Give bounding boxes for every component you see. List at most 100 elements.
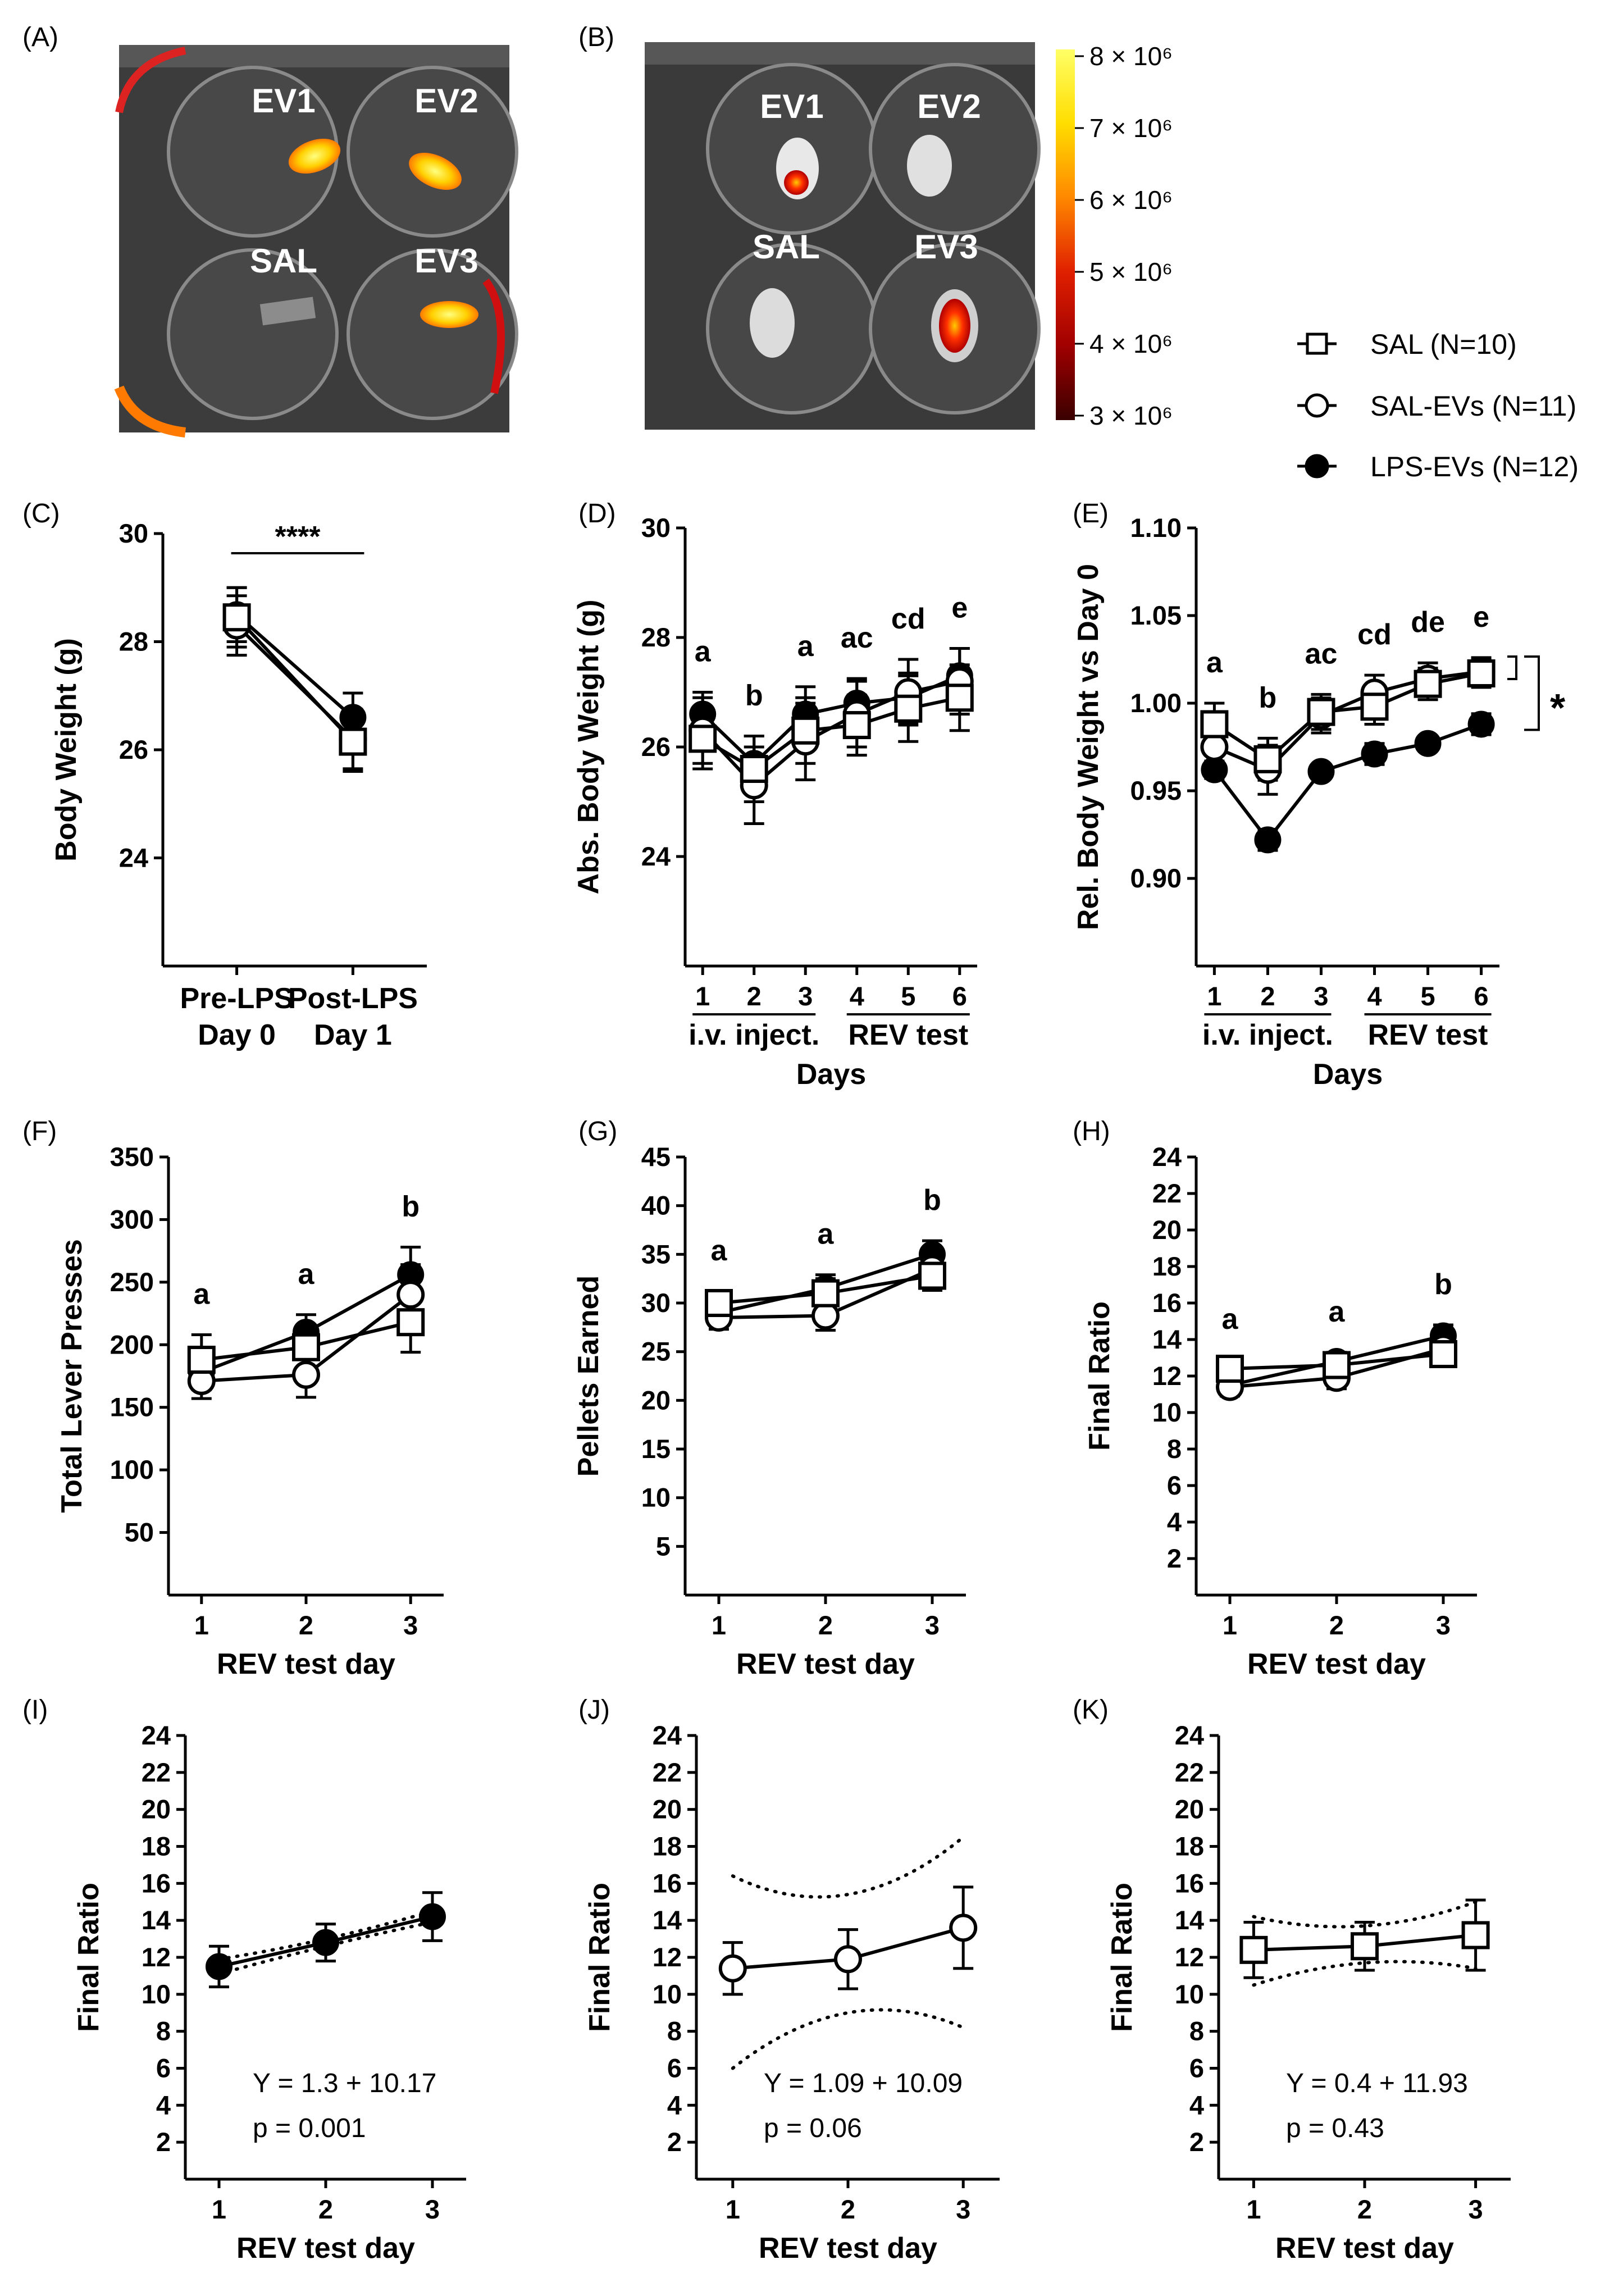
confidence-band-upper	[731, 1835, 965, 1899]
p-value: p = 0.06	[764, 2113, 862, 2143]
panel-letter: (I)	[22, 1695, 48, 1725]
x-tick-label: Post-LPS	[288, 982, 418, 1015]
data-point-filled-circle	[1307, 758, 1335, 785]
colorbar-tick-label: 7 × 10⁶	[1089, 113, 1173, 143]
y-tick-label: 2	[156, 2127, 171, 2157]
bracket-small	[1507, 655, 1517, 680]
significance-stars: *	[1550, 686, 1566, 730]
x-tick-label: 1	[1207, 981, 1221, 1011]
y-tick-label: 28	[119, 627, 148, 657]
data-point-square	[1307, 698, 1335, 726]
x-tick-label: 3	[1314, 981, 1328, 1011]
y-tick-label: 14	[653, 1905, 682, 1935]
y-tick-label: 350	[110, 1142, 154, 1172]
x-axis-label: REV test day	[759, 2232, 937, 2265]
significance-letter: a	[797, 630, 814, 663]
significance-letter: b	[1259, 681, 1277, 714]
data-point-filled-circle	[1201, 756, 1228, 783]
y-axis-label: Total Lever Presses	[56, 1239, 88, 1513]
y-tick-label: 40	[641, 1191, 671, 1220]
y-tick-label: 12	[142, 1942, 171, 1972]
legend-label: SAL-EVs (N=11)	[1370, 390, 1576, 422]
panel-letter: (E)	[1073, 499, 1109, 529]
significance-letter: a	[1206, 646, 1223, 679]
data-point-square	[1200, 710, 1229, 739]
x-axis-label: Days	[1313, 1058, 1383, 1091]
panel-letter: (B)	[578, 22, 614, 52]
data-point-square	[1414, 669, 1442, 698]
x-tick-label: 2	[747, 981, 762, 1011]
x-tick-label: 6	[952, 981, 967, 1011]
data-point-square	[811, 1279, 840, 1308]
data-point-square	[187, 1346, 216, 1374]
series-line	[235, 616, 354, 743]
colorbar-tick-label: 6 × 10⁶	[1089, 185, 1173, 215]
plate-edge-glow	[114, 385, 186, 438]
colorbar-gradient	[1056, 49, 1075, 420]
data-point-square	[339, 727, 367, 756]
significance-stars: ****	[275, 521, 321, 553]
well-label: EV3	[414, 242, 478, 280]
y-tick-label: 8	[156, 2016, 171, 2046]
regression-equation: Y = 1.3 + 10.17	[253, 2069, 436, 2098]
y-tick-label: 6	[1189, 2053, 1204, 2083]
data-point-square	[740, 755, 768, 783]
colorbar-tick-label: 3 × 10⁶	[1089, 401, 1173, 430]
y-tick-label: 1.10	[1130, 513, 1182, 543]
significance-letter: b	[1434, 1268, 1452, 1301]
confidence-band-lower	[731, 2008, 965, 2070]
chart-f: (F) 50 100 150 200 250 300 350 Total Lever Press…	[22, 1117, 444, 1680]
y-tick-label: 4	[1189, 2090, 1204, 2120]
data-point-square	[1216, 1355, 1244, 1383]
y-tick-label: 16	[142, 1868, 171, 1898]
x-tick-label: 6	[1474, 981, 1489, 1011]
y-tick-label: 12	[1152, 1361, 1182, 1391]
panel-letter: (C)	[22, 499, 60, 529]
well-label: SAL	[250, 242, 317, 280]
y-axis-label: Final Ratio	[1106, 1883, 1138, 2032]
panel-letter: (F)	[22, 1117, 57, 1146]
significance-letter: b	[745, 680, 763, 712]
open-circle-marker-icon	[1305, 393, 1329, 418]
y-tick-label: 10	[1152, 1397, 1182, 1427]
data-point-open-circle	[949, 1914, 978, 1942]
data-point-square	[1429, 1340, 1457, 1368]
well	[346, 248, 518, 420]
well	[869, 63, 1041, 235]
significance-letter: a	[1329, 1296, 1346, 1328]
data-point-square	[791, 716, 820, 745]
well	[167, 248, 339, 420]
y-tick-label: 22	[653, 1757, 682, 1787]
x-tick-label: Day 1	[314, 1019, 392, 1051]
data-point-open-circle	[718, 1954, 747, 1983]
data-point-open-circle	[292, 1360, 320, 1389]
x-tick-label: 3	[1469, 2194, 1483, 2224]
x-tick-label: 2	[1329, 1610, 1344, 1640]
y-tick-label: 25	[641, 1337, 671, 1366]
x-axis-label: REV test day	[736, 1648, 915, 1680]
y-axis-label: Rel. Body Weight vs Day 0	[1072, 564, 1105, 930]
x-axis-label: REV test day	[1275, 2232, 1454, 2265]
x-axis-label: REV test day	[236, 2232, 415, 2265]
y-tick-label: 35	[641, 1239, 671, 1269]
square-marker-icon	[1306, 332, 1328, 355]
x-tick-label: 3	[1436, 1610, 1451, 1640]
data-point-square	[689, 725, 717, 753]
y-tick-label: 150	[110, 1392, 154, 1422]
data-point-filled-circle	[1361, 740, 1388, 768]
y-tick-label: 22	[1152, 1178, 1182, 1208]
signal-spot	[409, 152, 462, 190]
x-tick-label: 1	[1246, 2194, 1261, 2224]
group-label: i.v. inject.	[1202, 1019, 1333, 1051]
y-tick-label: 18	[1175, 1832, 1204, 1861]
y-tick-label: 2	[1189, 2127, 1204, 2157]
y-axis-label: Final Ratio	[583, 1883, 616, 2032]
y-tick-label: 200	[110, 1329, 154, 1359]
x-tick-label: 1	[1223, 1610, 1237, 1640]
colorbar-tick-label: 5 × 10⁶	[1089, 257, 1173, 286]
data-point-open-circle	[396, 1281, 425, 1309]
y-tick-label: 14	[1175, 1905, 1204, 1935]
y-tick-label: 20	[1152, 1215, 1182, 1245]
